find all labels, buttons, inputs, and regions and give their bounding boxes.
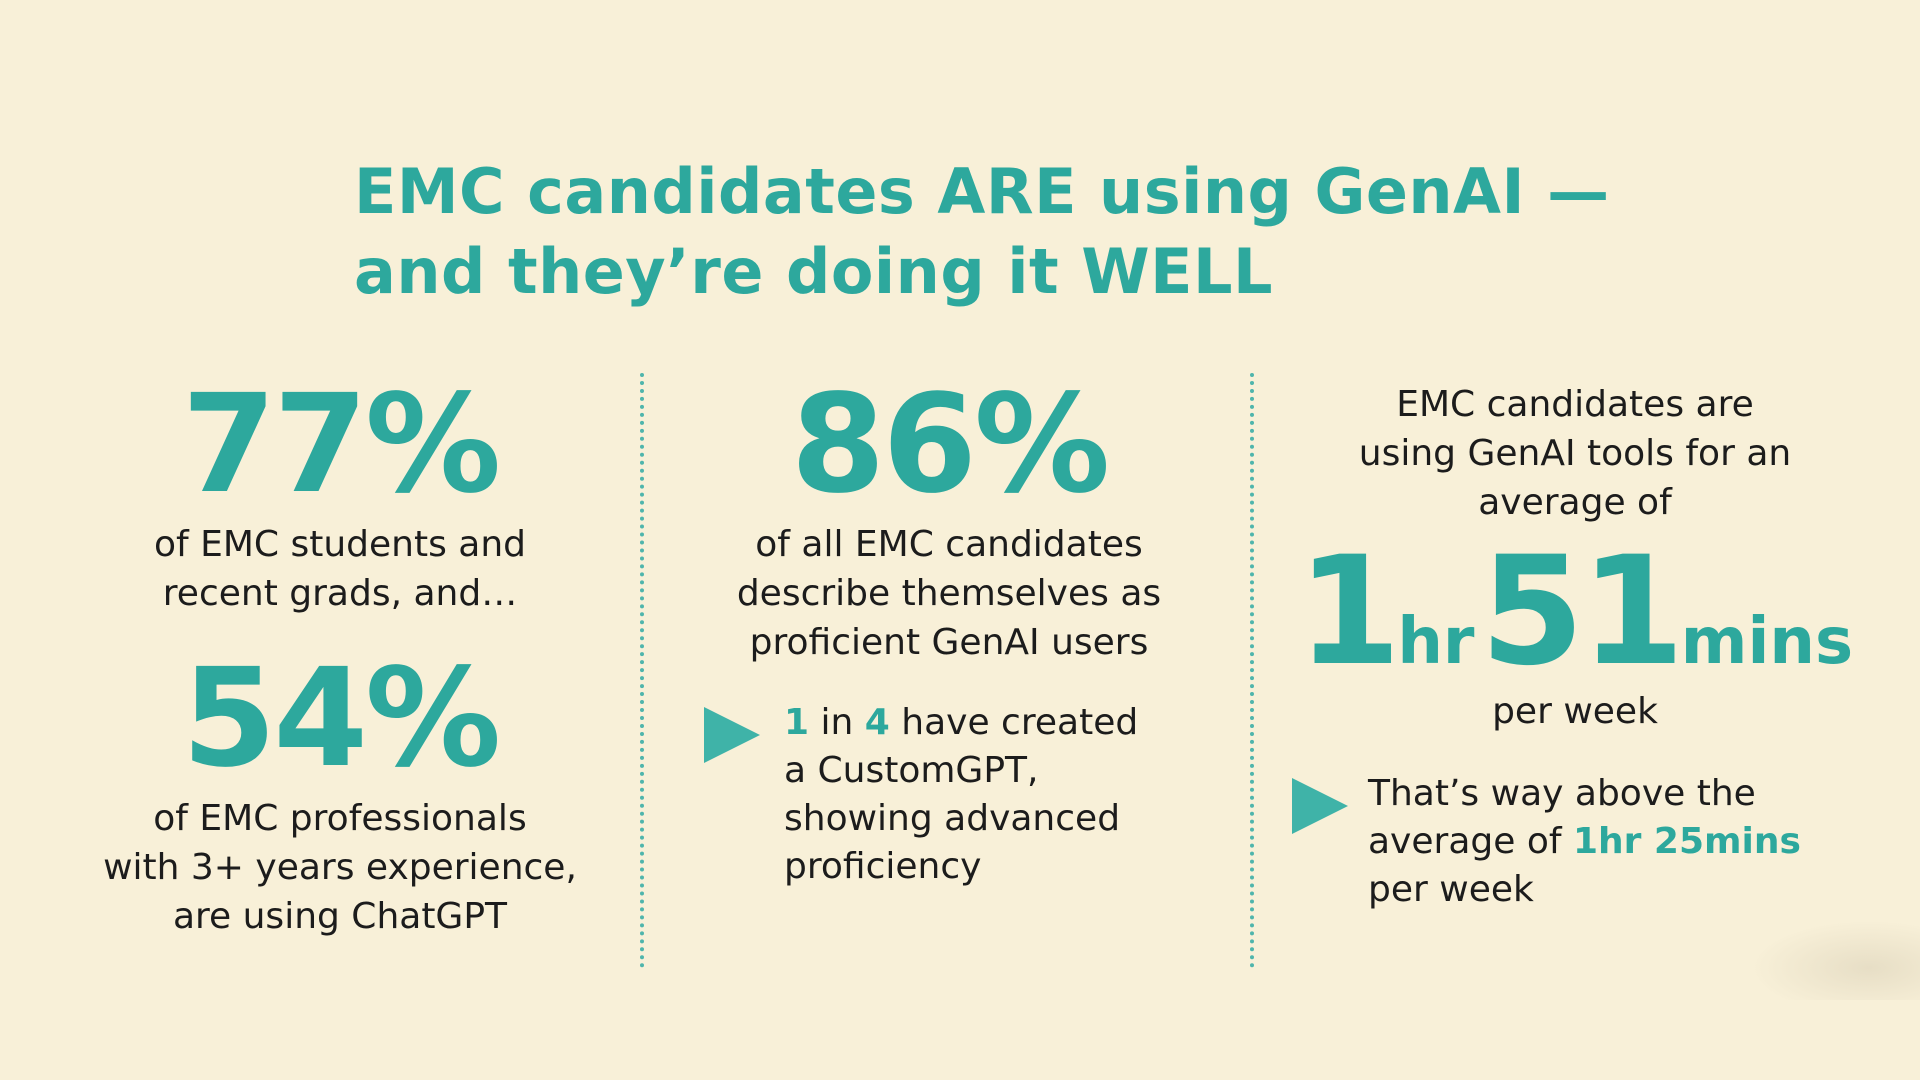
time-intro-line-1: EMC candidates are <box>1396 384 1754 425</box>
stat-77-desc-line-1: of EMC students and <box>153 524 527 565</box>
stat-86-percent: 86% <box>790 366 1111 524</box>
comparison-line-2-prefix: average of <box>1368 821 1573 862</box>
stats-column-usage: 77% of EMC students and recent grads, an… <box>50 370 630 941</box>
hours-unit: hr <box>1397 605 1475 679</box>
comparison-bullet: That’s way above the average of 1hr 25mi… <box>1292 770 1880 930</box>
stat-86-desc-line-1: of all EMC candidates <box>755 524 1143 565</box>
bullet-number-one: 1 <box>784 702 810 743</box>
bullet-line-1-rest: have created <box>889 702 1139 743</box>
stat-54-description: of EMC professionals with 3+ years exper… <box>50 794 630 941</box>
stat-54-desc-line-1: of EMC professionals <box>153 798 527 839</box>
bullet-line-2: a CustomGPT, <box>784 750 1039 791</box>
stat-77-description: of EMC students and recent grads, and… <box>50 520 630 618</box>
dotted-divider-left <box>640 373 644 968</box>
stat-54-percent: 54% <box>181 640 502 798</box>
minutes-value: 51 <box>1480 525 1685 699</box>
play-triangle-icon <box>704 707 760 763</box>
stat-86-desc-line-2: describe themselves as <box>736 573 1162 614</box>
average-time-stat: 1hr 51mins <box>1270 537 1880 687</box>
bullet-number-four: 4 <box>864 702 890 743</box>
title-line-2: and they’re doing it WELL <box>354 235 1274 308</box>
title-line-1: EMC candidates ARE using GenAI — <box>354 155 1610 228</box>
per-week-label: per week <box>1492 691 1658 732</box>
time-intro-line-3: average of <box>1478 482 1672 523</box>
comparison-line-3: per week <box>1368 869 1534 910</box>
comparison-bullet-text: That’s way above the average of 1hr 25mi… <box>1368 770 1801 914</box>
stat-54-desc-line-2: with 3+ years experience, <box>103 847 577 888</box>
stat-77-percent: 77% <box>181 366 502 524</box>
stat-86-desc-line-3: proficient GenAI users <box>749 622 1149 663</box>
page-title: EMC candidates ARE using GenAI — and the… <box>354 152 1610 312</box>
bullet-line-3: showing advanced <box>784 798 1121 839</box>
corner-shadow <box>1750 920 1920 1000</box>
comparison-average-value: 1hr 25mins <box>1572 821 1801 862</box>
comparison-line-1: That’s way above the <box>1368 773 1756 814</box>
stats-column-time: EMC candidates are using GenAI tools for… <box>1270 380 1880 930</box>
minutes-unit: mins <box>1680 605 1854 679</box>
stats-column-proficiency: 86% of all EMC candidates describe thems… <box>664 370 1234 899</box>
stat-54-desc-line-3: are using ChatGPT <box>172 896 508 937</box>
stat-77-desc-line-2: recent grads, and… <box>162 573 518 614</box>
stat-86-description: of all EMC candidates describe themselve… <box>664 520 1234 667</box>
time-intro-line-2: using GenAI tools for an <box>1358 433 1792 474</box>
play-triangle-icon <box>1292 778 1348 834</box>
bullet-line-4: proficiency <box>784 846 982 887</box>
hours-value: 1 <box>1296 525 1401 699</box>
customgpt-bullet-text: 1 in 4 have created a CustomGPT, showing… <box>784 699 1138 891</box>
customgpt-bullet: 1 in 4 have created a CustomGPT, showing… <box>704 699 1234 899</box>
dotted-divider-right <box>1250 373 1254 968</box>
bullet-word-in: in <box>809 702 865 743</box>
time-intro: EMC candidates are using GenAI tools for… <box>1270 380 1880 527</box>
